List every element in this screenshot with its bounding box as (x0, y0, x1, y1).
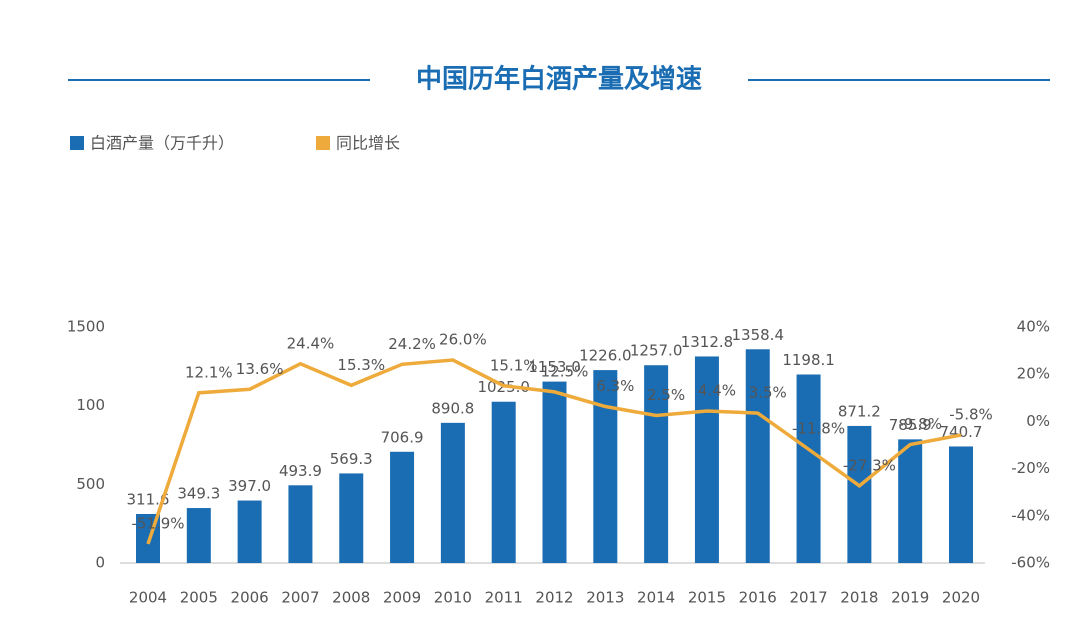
bar-label: 397.0 (228, 477, 271, 495)
line-label: 13.6% (236, 360, 284, 378)
line-label: 12.5% (541, 362, 589, 380)
bar-label: 493.9 (279, 462, 322, 480)
bar (491, 401, 516, 563)
bar-label: 569.3 (330, 450, 373, 468)
bar-label: 890.8 (431, 399, 474, 417)
legend-label: 白酒产量（万千升） (90, 134, 234, 153)
y-tick-label: 100 (76, 396, 105, 414)
x-tick-label: 2017 (789, 589, 827, 607)
line-label: 6.3% (596, 377, 634, 395)
x-tick-label: 2008 (332, 589, 370, 607)
bar (949, 446, 973, 563)
bar (186, 508, 211, 563)
line-label: -11.8% (792, 420, 845, 438)
x-tick-label: 2013 (586, 589, 624, 607)
y2-tick-label: -20% (1011, 459, 1050, 477)
chart-title: 中国历年白酒产量及增速 (416, 64, 702, 95)
bar-label: 871.2 (838, 402, 881, 420)
x-tick-label: 2012 (535, 589, 573, 607)
bar-label: 1312.8 (681, 333, 734, 351)
bar-label: 1358.4 (732, 326, 785, 344)
bar-label: 706.9 (381, 428, 424, 446)
line (146, 358, 962, 545)
bar-label: 1226.0 (579, 347, 632, 365)
y-tick-label: 500 (76, 475, 105, 493)
y2-tick-label: -60% (1011, 554, 1050, 572)
line-label: 24.2% (388, 335, 436, 353)
bar (745, 349, 770, 563)
x-tick-label: 2018 (840, 589, 878, 607)
line-label: 12.1% (185, 363, 233, 381)
bar (796, 374, 821, 563)
x-tick-label: 2005 (180, 589, 218, 607)
line-label: -27.3% (843, 456, 896, 474)
bar (390, 451, 415, 563)
bar (237, 500, 262, 563)
line-label: -5.8% (949, 406, 993, 424)
bar-label: 1198.1 (782, 351, 835, 369)
x-tick-label: 2010 (434, 589, 472, 607)
line-label: -9.8% (898, 415, 942, 433)
bar-label: 1153.0 (528, 358, 581, 376)
bar (898, 439, 923, 563)
line-label: -51.9% (131, 514, 184, 532)
y-tick-label: 0 (95, 554, 105, 572)
x-tick-label: 2015 (688, 589, 726, 607)
line-label: 26.0% (439, 331, 487, 349)
legend-swatch (70, 136, 84, 150)
bar (694, 356, 719, 563)
bar (644, 365, 669, 563)
x-tick-label: 2019 (891, 589, 929, 607)
x-tick-label: 2007 (281, 589, 319, 607)
bar-label: 311.6 (127, 490, 170, 508)
legend-label: 同比增长 (336, 134, 400, 153)
bar-label: 785.9 (889, 416, 932, 434)
line-label: 3.5% (749, 384, 787, 402)
bar (593, 370, 618, 563)
bar-label: 349.3 (177, 485, 220, 503)
x-tick-label: 2011 (485, 589, 523, 607)
line-label: 15.3% (337, 356, 385, 374)
x-tick-label: 2014 (637, 589, 675, 607)
line-label: 15.1% (490, 356, 538, 374)
y2-tick-label: 20% (1017, 365, 1050, 383)
legend-swatch (316, 136, 330, 150)
bar (440, 422, 465, 563)
bar-label: 1257.0 (630, 342, 683, 360)
x-tick-label: 2016 (739, 589, 777, 607)
x-tick-label: 2006 (231, 589, 269, 607)
bar (542, 381, 567, 563)
line-label: 24.4% (287, 334, 335, 352)
x-tick-label: 2009 (383, 589, 421, 607)
bar (847, 425, 872, 563)
x-tick-label: 2004 (129, 589, 167, 607)
y-tick-label: 1500 (67, 318, 105, 336)
x-tick-label: 2020 (942, 589, 980, 607)
y2-tick-label: 0% (1026, 412, 1050, 430)
y2-tick-label: 40% (1017, 318, 1050, 336)
line-label: 4.4% (698, 382, 736, 400)
line-label: 2.5% (647, 386, 685, 404)
y2-tick-label: -40% (1011, 506, 1050, 524)
bar (339, 473, 364, 563)
bar (288, 485, 313, 563)
